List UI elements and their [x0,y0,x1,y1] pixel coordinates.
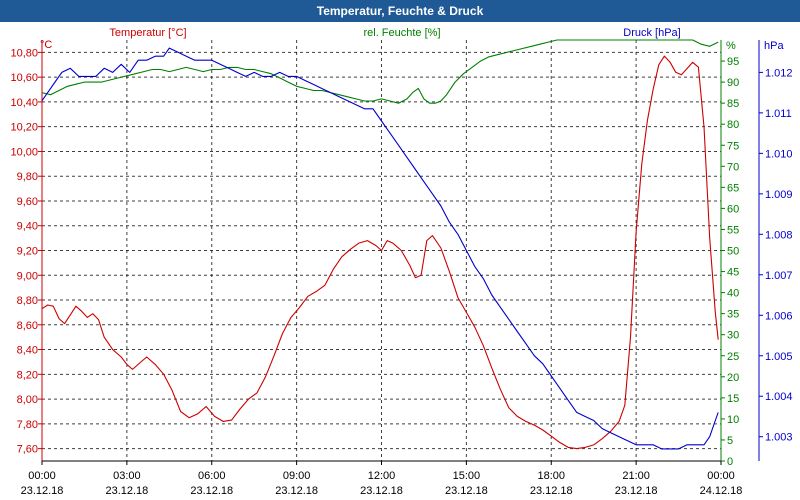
humidity-tick-label: 75 [727,140,739,152]
date-tick-label: 24.12.18 [700,485,743,497]
time-tick-label: 15:00 [453,470,481,482]
date-tick-label: 23.12.18 [275,485,318,497]
temperature-tick-label: 8,00 [17,394,38,406]
date-tick-label: 23.12.18 [360,485,403,497]
humidity-tick-label: 25 [727,351,739,363]
pressure-tick-label: 1.009 [765,189,793,201]
humidity-tick-label: 10 [727,414,739,426]
temperature-tick-label: 10,40 [10,97,38,109]
time-tick-label: 00:00 [707,470,735,482]
time-tick-label: 18:00 [537,470,565,482]
pressure-tick-label: 1.010 [765,148,793,160]
pressure-tick-label: 1.005 [765,351,793,363]
pressure-series-line [41,47,719,450]
time-tick-label: 09:00 [283,470,311,482]
humidity-tick-label: 55 [727,224,739,236]
humidity-tick-label: 30 [727,330,739,342]
temperature-series-line [41,55,719,450]
time-tick-label: 12:00 [368,470,396,482]
humidity-series-line [41,39,719,104]
humidity-tick-label: 45 [727,267,739,279]
humidity-tick-label: 90 [727,77,739,89]
humidity-tick-label: 50 [727,246,739,258]
pressure-legend-label: Druck [hPa] [623,27,680,39]
temperature-tick-label: 10,60 [10,72,38,84]
humidity-tick-label: 5 [727,435,733,447]
date-tick-label: 23.12.18 [615,485,658,497]
humidity-tick-label: 15 [727,393,739,405]
humidity-tick-label: 35 [727,309,739,321]
humidity-tick-label: 40 [727,288,739,300]
humidity-tick-label: 0 [727,456,733,468]
pressure-tick-label: 1.003 [765,432,793,444]
humidity-axis: 0 5 10 15 20 25 30 35 40 45 50 55 60 65 70 75 80 85 90 95 [721,56,739,468]
humidity-legend-label: rel. Feuchte [%] [363,27,440,39]
time-tick-label: 00:00 [28,470,56,482]
date-tick-label: 23.12.18 [530,485,573,497]
temperature-tick-label: 10,00 [10,146,38,158]
date-tick-label: 23.12.18 [445,485,488,497]
time-tick-label: 06:00 [198,470,226,482]
series-layer [41,39,719,450]
humidity-tick-label: 80 [727,119,739,131]
temperature-tick-label: 10,20 [10,122,38,134]
date-tick-label: 23.12.18 [21,485,64,497]
temperature-tick-label: 8,20 [17,369,38,381]
temperature-axis: 7,60 7,80 8,00 8,20 8,40 8,60 8,80 9,00 9,20 9,40… [10,47,42,456]
time-tick-label: 03:00 [113,470,141,482]
pressure-tick-label: 1.011 [765,108,792,120]
humidity-tick-label: 85 [727,98,739,110]
temperature-tick-label: 9,60 [17,196,38,208]
humidity-tick-label: 60 [727,203,739,215]
pressure-unit-label: hPa [764,40,784,52]
pressure-tick-label: 1.006 [765,310,793,322]
temperature-tick-label: 7,80 [17,419,38,431]
temperature-tick-label: 7,60 [17,444,38,456]
pressure-tick-label: 1.004 [765,391,793,403]
pressure-tick-label: 1.007 [765,270,793,282]
temperature-legend-label: Temperatur [°C] [109,27,186,39]
humidity-tick-label: 95 [727,56,739,68]
temperature-tick-label: 9,40 [17,221,38,233]
temperature-tick-label: 8,80 [17,295,38,307]
humidity-tick-label: 70 [727,161,739,173]
pressure-tick-label: 1.012 [765,67,793,79]
time-axis: 00:00 23.12.18 03:00 23.12.18 06:00 23.12.18 0… [21,461,743,497]
pressure-axis: 1.003 1.004 1.005 1.006 1.007 1.008 1.009 1.010… [759,67,793,444]
temperature-tick-label: 9,00 [17,270,38,282]
temperature-tick-label: 8,60 [17,320,38,332]
humidity-unit-label: % [726,40,736,52]
temperature-unit-label: °C [40,39,52,51]
chart-title: Temperatur, Feuchte & Druck [0,0,800,22]
time-tick-label: 21:00 [622,470,650,482]
temperature-tick-label: 9,20 [17,246,38,258]
temperature-tick-label: 8,40 [17,345,38,357]
humidity-tick-label: 20 [727,372,739,384]
date-tick-label: 23.12.18 [105,485,148,497]
date-tick-label: 23.12.18 [190,485,233,497]
humidity-tick-label: 65 [727,182,739,194]
temperature-tick-label: 10,80 [10,47,38,59]
temperature-tick-label: 9,80 [17,171,38,183]
pressure-tick-label: 1.008 [765,229,793,241]
